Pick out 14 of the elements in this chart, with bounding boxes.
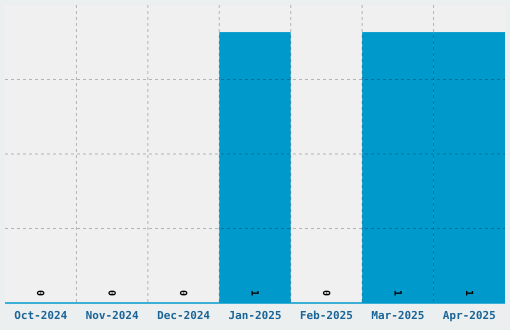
data-label: 1 [462, 290, 474, 296]
x-tick-label: Jan-2025 [228, 309, 282, 322]
x-tick-label: Oct-2024 [14, 309, 68, 322]
x-tick-label: Mar-2025 [371, 309, 424, 322]
data-label: 1 [248, 290, 260, 296]
x-tick-label: Nov-2024 [86, 309, 140, 322]
data-label: 1 [391, 290, 402, 296]
data-label: 0 [106, 290, 117, 296]
data-label: 0 [34, 290, 46, 296]
data-label: 0 [320, 290, 331, 296]
x-tick-label: Apr-2025 [442, 309, 496, 322]
x-tick-label: Dec-2024 [157, 309, 210, 322]
data-label: 0 [177, 290, 188, 296]
x-tick-label: Feb-2025 [300, 309, 353, 322]
